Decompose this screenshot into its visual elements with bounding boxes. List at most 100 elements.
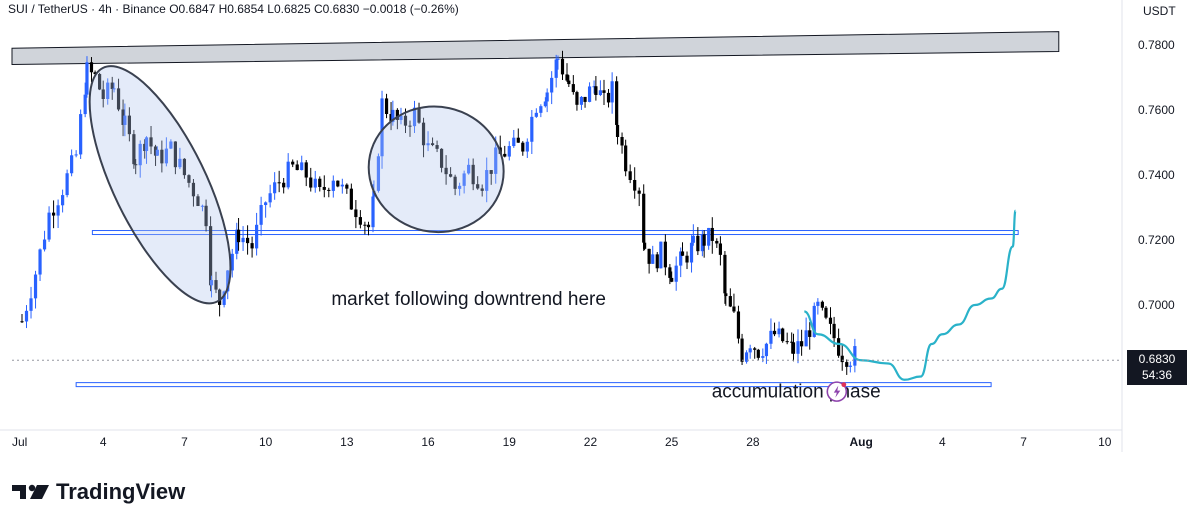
candle-body <box>816 301 820 306</box>
candle <box>736 305 741 344</box>
candle <box>633 167 637 199</box>
x-tick-label: 7 <box>181 435 188 449</box>
downtrend-annotation: market following downtrend here <box>331 289 606 310</box>
candle <box>214 271 218 294</box>
candle-body <box>761 356 765 358</box>
candle <box>554 54 558 88</box>
candle <box>602 79 606 105</box>
candle-body <box>47 212 51 240</box>
candle <box>663 234 667 276</box>
chart-header: SUI / TetherUS · 4h · Binance O0.6847 H0… <box>8 2 459 16</box>
candle <box>291 159 295 168</box>
candle <box>354 199 358 229</box>
candle <box>728 288 732 308</box>
candle <box>796 329 800 364</box>
candle-body <box>384 98 389 115</box>
candle <box>560 50 565 81</box>
price-axis-unit[interactable]: USDT <box>1143 4 1176 18</box>
candle <box>187 174 191 188</box>
candle-body <box>583 96 587 102</box>
candle-body <box>322 186 326 190</box>
candle-body <box>235 229 239 254</box>
candle-body <box>777 328 781 335</box>
highlight-ellipse <box>88 65 232 305</box>
candle <box>458 182 462 196</box>
candle-body <box>485 170 489 191</box>
accumulation-annotation: accumulation phase <box>712 382 881 403</box>
candle <box>659 241 663 269</box>
candle <box>112 82 116 93</box>
candle <box>245 225 250 255</box>
support-level <box>75 382 992 388</box>
brand-name: TradingView <box>56 479 186 504</box>
candle <box>417 102 421 124</box>
x-tick-label: Jul <box>12 435 27 449</box>
candle-body <box>525 141 529 152</box>
candle-body <box>138 143 142 166</box>
candle <box>74 150 78 158</box>
candle-body <box>521 142 525 152</box>
candle <box>800 329 804 356</box>
candle-body <box>567 80 571 85</box>
x-tick-label: 10 <box>1098 435 1112 449</box>
candle-body <box>236 229 241 243</box>
candle <box>543 97 547 108</box>
candle <box>20 313 24 323</box>
candle-body <box>389 114 393 123</box>
candle <box>702 230 706 258</box>
candle-body <box>169 141 173 149</box>
candle <box>85 56 89 98</box>
mid-level <box>91 230 1019 236</box>
candle <box>575 90 579 111</box>
candle <box>769 318 773 350</box>
ohlc-values: O0.6847 H0.6854 L0.6825 C0.6830 −0.0018 … <box>169 2 459 16</box>
candle-body <box>143 143 147 152</box>
candle-body <box>304 162 308 178</box>
candle <box>268 184 272 208</box>
alert-dot <box>841 382 847 388</box>
candle <box>679 247 683 278</box>
candle <box>132 129 136 169</box>
candle <box>89 57 94 83</box>
candle-body <box>426 143 430 146</box>
candle <box>848 361 852 373</box>
candle <box>449 167 453 178</box>
candle-body <box>824 307 828 318</box>
candle-body <box>327 189 331 191</box>
candle <box>556 55 560 70</box>
candle-body <box>20 321 24 323</box>
candle-body <box>594 86 598 95</box>
candle <box>421 117 426 158</box>
candle <box>816 298 820 315</box>
candle <box>273 172 277 200</box>
candle <box>70 149 74 177</box>
candle-body <box>781 328 785 342</box>
candle <box>277 170 281 193</box>
symbol-label[interactable]: SUI / TetherUS · 4h · Binance <box>8 2 166 16</box>
candle <box>651 245 655 264</box>
candle <box>230 248 234 278</box>
candle <box>42 230 47 252</box>
candle-body <box>376 156 381 191</box>
candle-body <box>313 178 317 188</box>
candle <box>155 146 159 156</box>
x-tick-label: Aug <box>850 435 873 449</box>
candle-body <box>674 265 678 282</box>
x-tick-label: 7 <box>1020 435 1027 449</box>
candle-body <box>602 90 606 93</box>
candle <box>182 158 187 179</box>
tradingview-logo-icon <box>12 484 49 499</box>
candle <box>808 322 812 350</box>
tradingview-logo[interactable]: TradingView <box>12 478 185 506</box>
candle-body <box>182 158 187 176</box>
candle <box>309 167 313 192</box>
candle-body <box>480 188 484 191</box>
candle-body <box>33 274 38 299</box>
candle <box>363 221 367 235</box>
candle <box>286 153 290 190</box>
candle <box>756 348 760 360</box>
candle-body <box>331 180 335 191</box>
candle-body <box>723 254 727 294</box>
candle <box>439 148 444 173</box>
